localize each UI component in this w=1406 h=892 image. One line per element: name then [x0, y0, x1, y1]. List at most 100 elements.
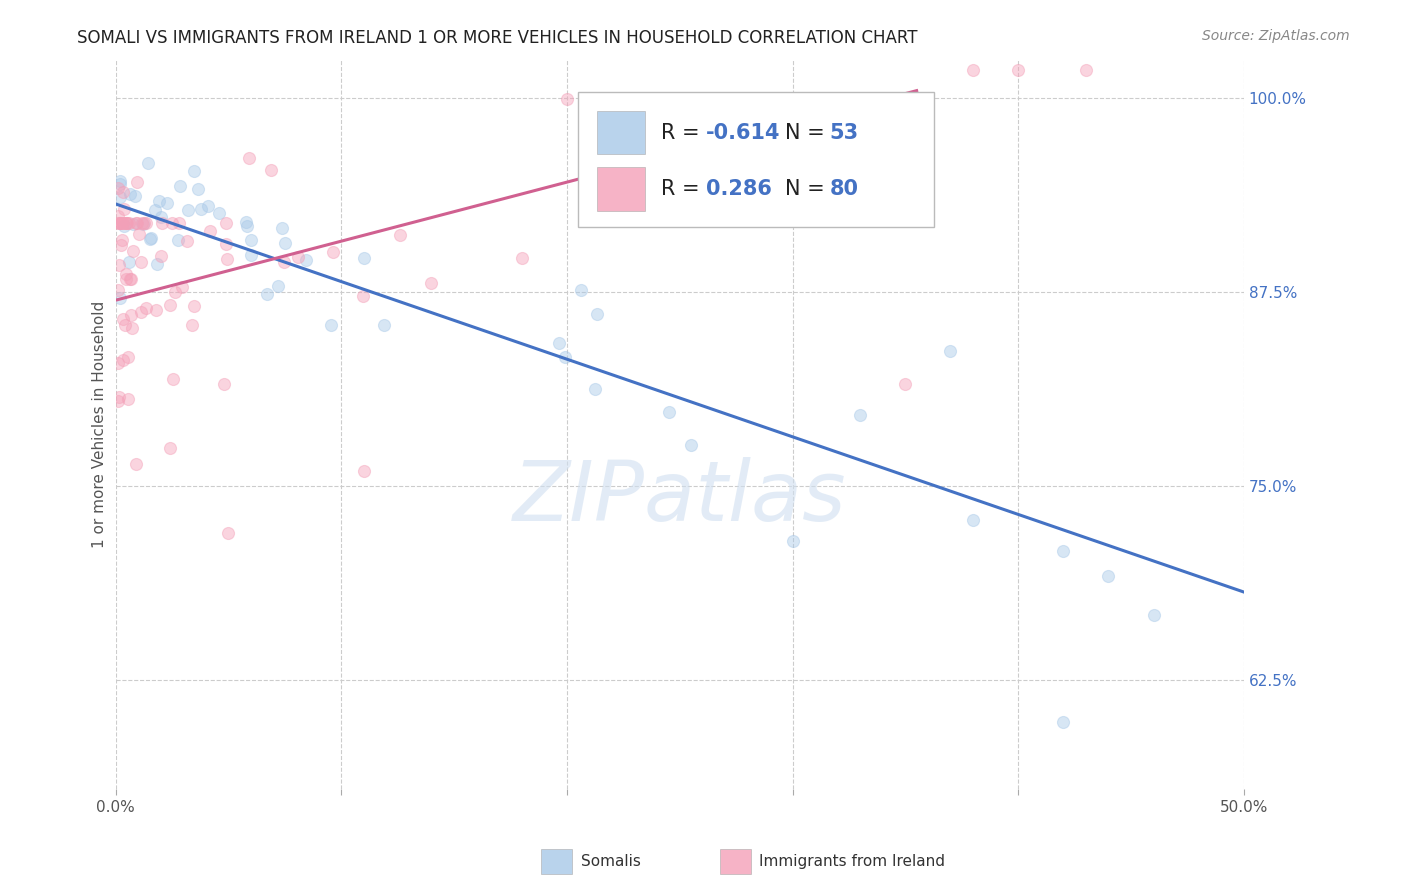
Point	[114, 216, 136, 230]
Point	[121, 321, 143, 335]
Point	[287, 250, 309, 264]
Point	[583, 382, 606, 396]
Point	[124, 188, 146, 202]
Point	[114, 318, 136, 332]
Point	[586, 307, 609, 321]
Point	[419, 276, 441, 290]
Point	[111, 312, 134, 326]
Point	[120, 187, 142, 202]
Point	[170, 280, 193, 294]
Point	[115, 267, 138, 281]
Point	[319, 318, 342, 333]
Point	[782, 534, 804, 549]
Point	[267, 279, 290, 293]
Point	[125, 174, 148, 188]
Point	[159, 298, 181, 312]
Point	[1074, 63, 1097, 78]
Point	[110, 216, 132, 230]
FancyBboxPatch shape	[598, 167, 645, 211]
Point	[169, 178, 191, 193]
Point	[183, 299, 205, 313]
Point	[107, 210, 129, 224]
Point	[212, 376, 235, 391]
Text: N =: N =	[785, 178, 831, 199]
Point	[169, 216, 191, 230]
Point	[260, 162, 283, 177]
Point	[125, 216, 148, 230]
Y-axis label: 1 or more Vehicles in Household: 1 or more Vehicles in Household	[93, 301, 107, 548]
Point	[217, 526, 239, 541]
Point	[569, 283, 592, 297]
Point	[112, 202, 135, 217]
Point	[114, 271, 136, 285]
FancyBboxPatch shape	[578, 93, 934, 227]
Point	[156, 196, 179, 211]
Point	[962, 513, 984, 527]
Point	[1052, 715, 1074, 730]
Point	[108, 190, 131, 204]
Point	[108, 174, 131, 188]
Point	[274, 236, 297, 251]
Point	[150, 250, 173, 264]
Point	[894, 377, 917, 392]
Point	[159, 441, 181, 455]
Point	[149, 210, 172, 224]
Point	[108, 390, 131, 404]
Point	[118, 254, 141, 268]
Point	[295, 252, 318, 267]
Point	[198, 224, 221, 238]
Point	[108, 216, 131, 230]
Point	[554, 350, 576, 364]
Point	[120, 272, 142, 286]
Point	[217, 252, 239, 267]
Point	[107, 283, 129, 297]
Text: N =: N =	[785, 122, 831, 143]
Point	[115, 216, 138, 230]
Point	[143, 202, 166, 217]
Point	[129, 255, 152, 269]
Text: ZIPatlas: ZIPatlas	[513, 457, 846, 538]
Point	[111, 353, 134, 368]
Point	[107, 181, 129, 195]
Point	[273, 254, 295, 268]
Point	[108, 216, 131, 230]
Point	[180, 318, 202, 332]
Point	[122, 244, 145, 258]
Point	[138, 232, 160, 246]
Point	[215, 216, 238, 230]
Point	[135, 301, 157, 316]
Text: Immigrants from Ireland: Immigrants from Ireland	[759, 855, 945, 869]
Point	[128, 227, 150, 242]
Point	[136, 155, 159, 169]
Point	[163, 285, 186, 299]
Point	[187, 182, 209, 196]
Point	[555, 92, 578, 106]
Point	[110, 238, 132, 252]
Point	[510, 251, 533, 265]
Point	[108, 292, 131, 306]
Point	[849, 409, 872, 423]
Point	[208, 205, 231, 219]
Point	[894, 136, 917, 151]
Point	[107, 394, 129, 409]
Point	[145, 302, 167, 317]
Text: Source: ZipAtlas.com: Source: ZipAtlas.com	[1202, 29, 1350, 43]
Point	[1007, 63, 1029, 78]
Point	[197, 199, 219, 213]
Point	[125, 216, 148, 230]
Point	[146, 257, 169, 271]
Text: R =: R =	[661, 122, 706, 143]
Point	[115, 216, 138, 230]
Point	[238, 151, 260, 165]
Point	[256, 287, 278, 301]
Point	[111, 216, 134, 230]
Point	[162, 216, 184, 230]
Point	[132, 216, 155, 230]
Point	[107, 258, 129, 272]
Point	[108, 177, 131, 191]
Point	[939, 344, 962, 359]
Point	[132, 217, 155, 231]
Point	[322, 245, 344, 260]
Point	[112, 219, 135, 234]
Text: SOMALI VS IMMIGRANTS FROM IRELAND 1 OR MORE VEHICLES IN HOUSEHOLD CORRELATION CH: SOMALI VS IMMIGRANTS FROM IRELAND 1 OR M…	[77, 29, 918, 46]
